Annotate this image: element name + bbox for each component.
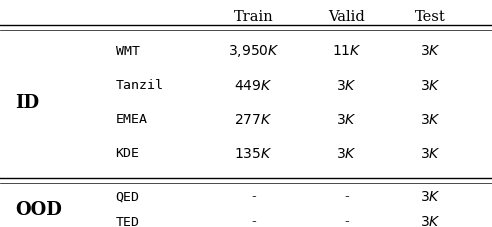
Text: $\mathrm{3}K$: $\mathrm{3}K$ — [420, 189, 441, 203]
Text: $\mathrm{3}K$: $\mathrm{3}K$ — [420, 78, 441, 92]
Text: -: - — [344, 189, 349, 203]
Text: $\mathrm{3}K$: $\mathrm{3}K$ — [337, 78, 357, 92]
Text: Test: Test — [415, 10, 446, 24]
Text: $\mathrm{3}K$: $\mathrm{3}K$ — [420, 112, 441, 126]
Text: $\mathrm{449}K$: $\mathrm{449}K$ — [234, 78, 273, 92]
Text: QED: QED — [116, 190, 140, 203]
Text: KDE: KDE — [116, 147, 140, 160]
Text: Valid: Valid — [329, 10, 365, 24]
Text: EMEA: EMEA — [116, 113, 148, 126]
Text: WMT: WMT — [116, 44, 140, 58]
Text: $\mathrm{3}K$: $\mathrm{3}K$ — [420, 214, 441, 227]
Text: Train: Train — [234, 10, 273, 24]
Text: $\mathrm{135}K$: $\mathrm{135}K$ — [234, 146, 273, 160]
Text: Tanzil: Tanzil — [116, 79, 164, 92]
Text: $\mathrm{3}K$: $\mathrm{3}K$ — [337, 112, 357, 126]
Text: $\mathrm{3{,} 950}K$: $\mathrm{3{,} 950}K$ — [227, 43, 279, 59]
Text: -: - — [251, 189, 256, 203]
Text: TED: TED — [116, 215, 140, 227]
Text: $\mathrm{3}K$: $\mathrm{3}K$ — [420, 44, 441, 58]
Text: $\mathrm{11}K$: $\mathrm{11}K$ — [332, 44, 362, 58]
Text: $\mathrm{3}K$: $\mathrm{3}K$ — [420, 146, 441, 160]
Text: $\mathrm{277}K$: $\mathrm{277}K$ — [234, 112, 273, 126]
Text: ID: ID — [15, 93, 39, 111]
Text: $\mathrm{3}K$: $\mathrm{3}K$ — [337, 146, 357, 160]
Text: OOD: OOD — [15, 200, 62, 218]
Text: -: - — [344, 214, 349, 227]
Text: -: - — [251, 214, 256, 227]
